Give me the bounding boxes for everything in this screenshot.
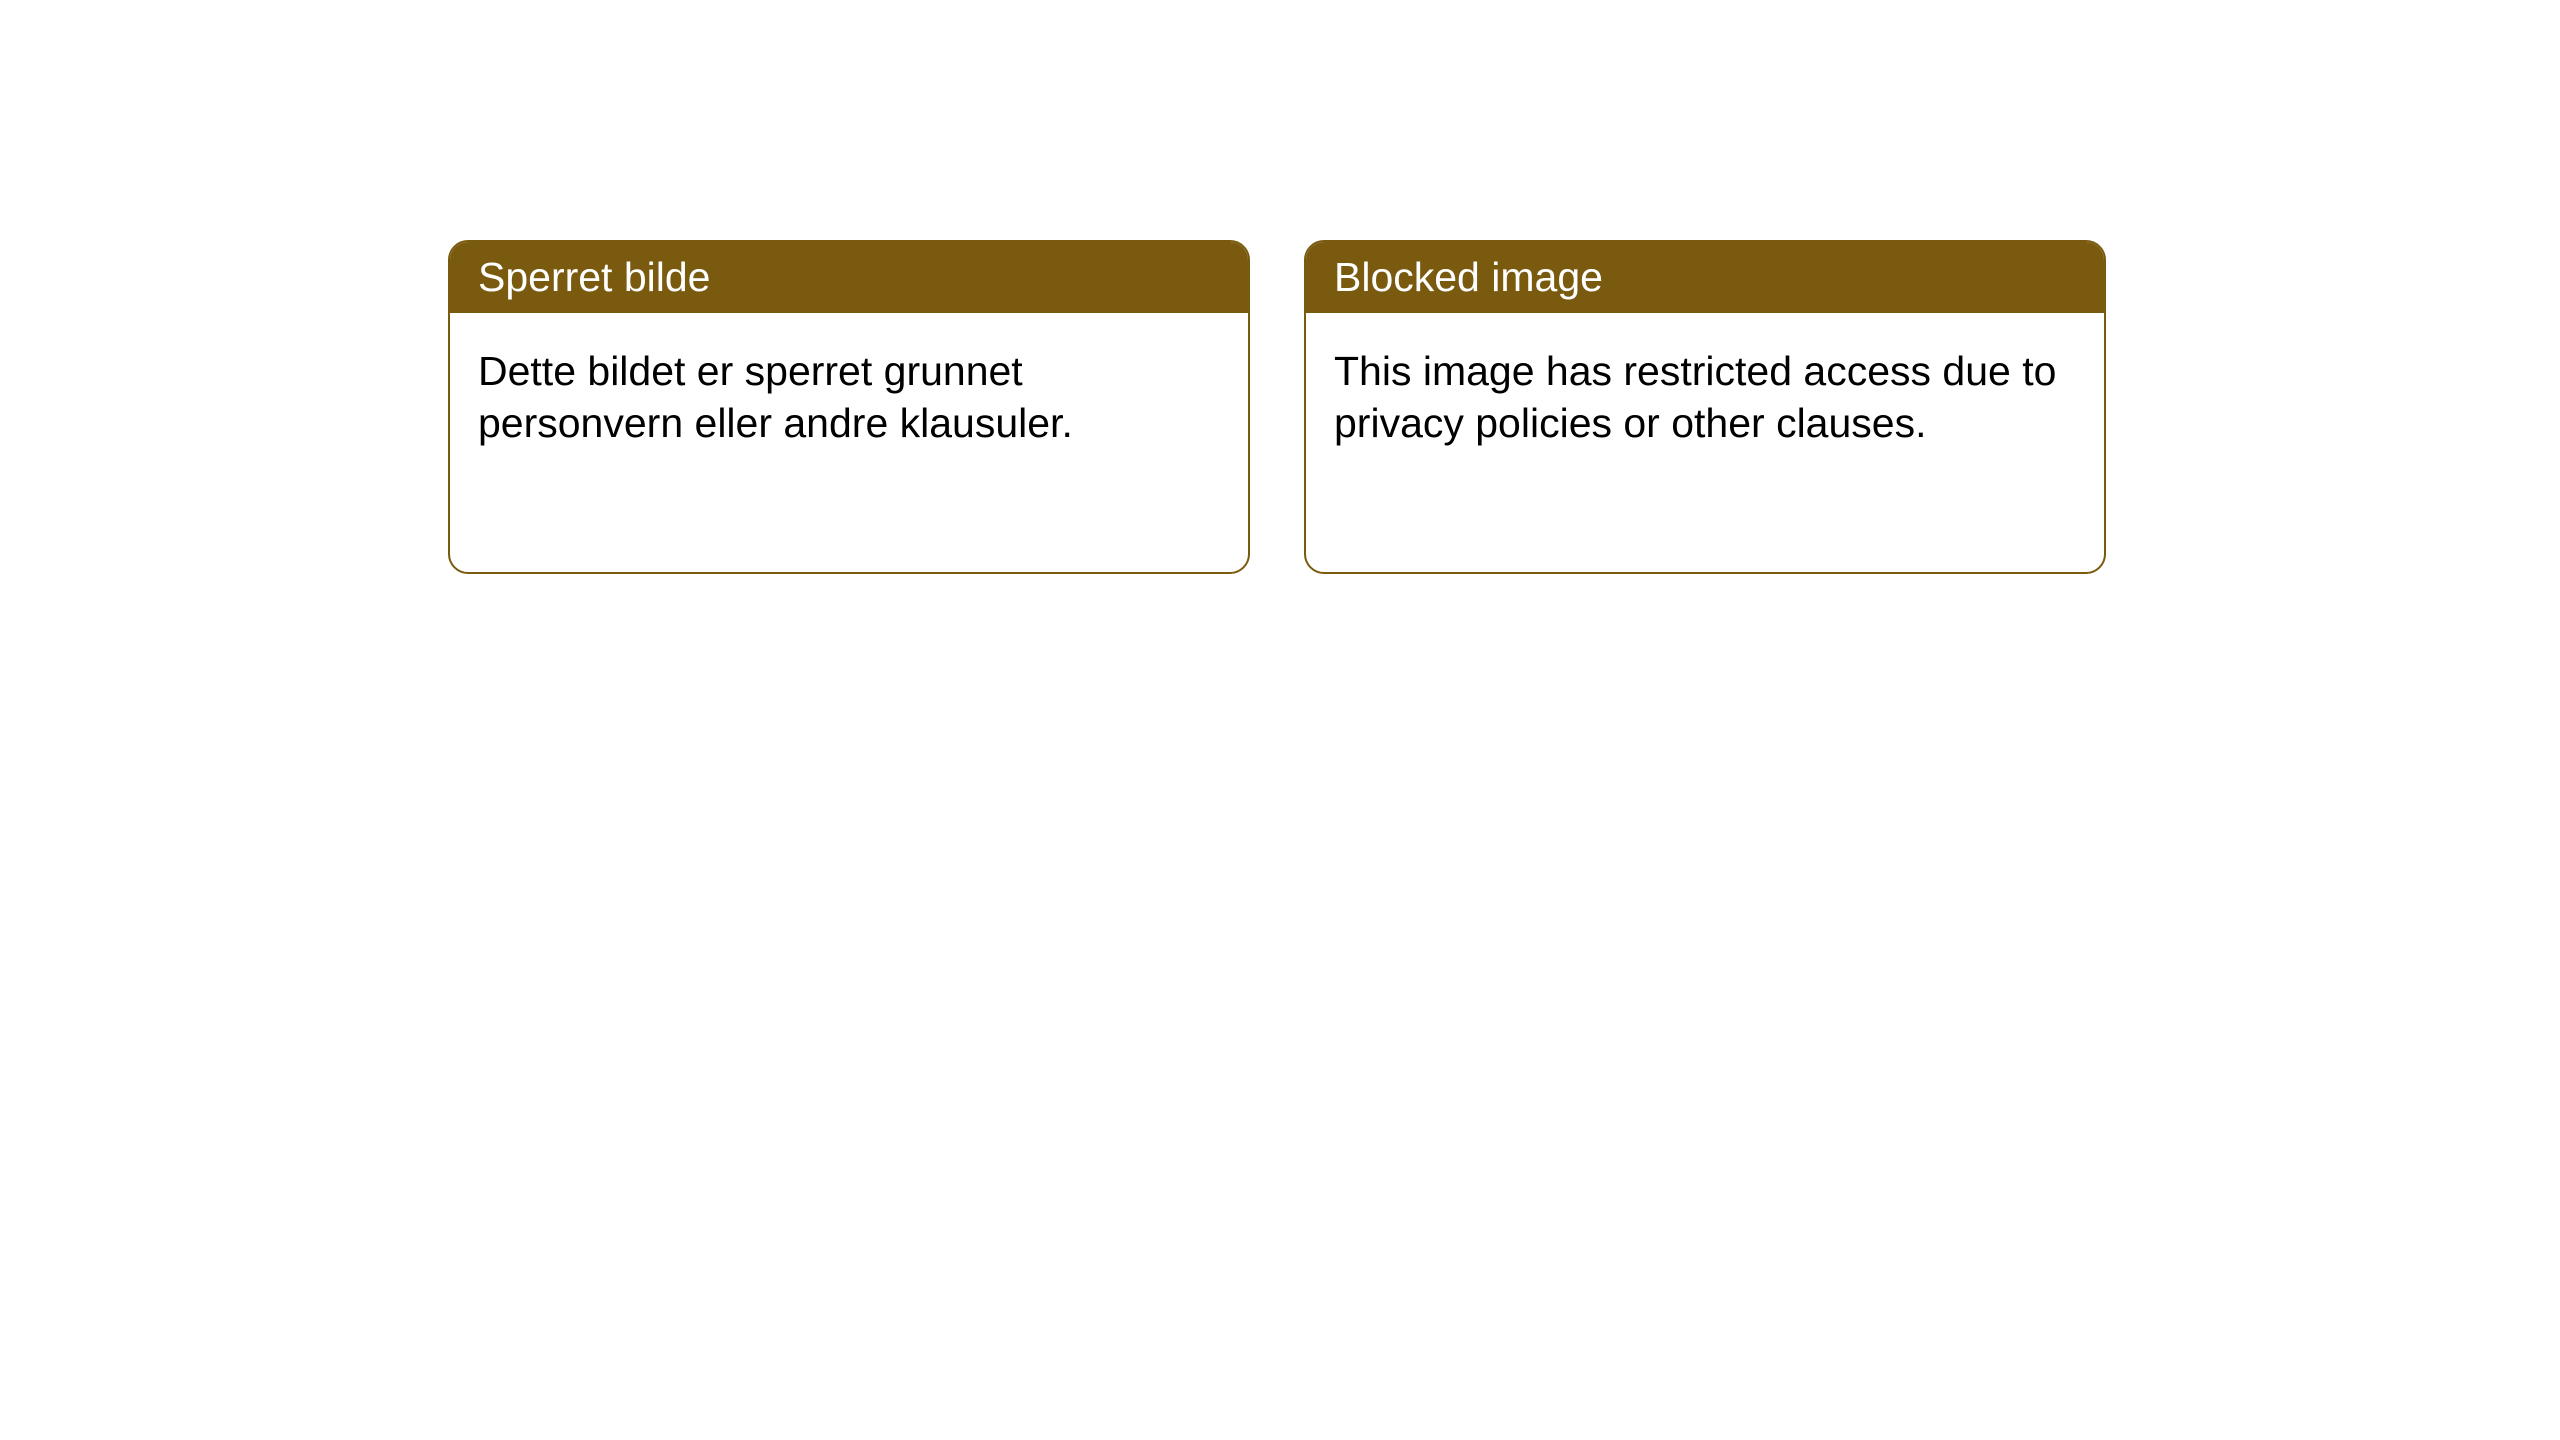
card-header-en: Blocked image xyxy=(1306,242,2104,313)
card-title-no: Sperret bilde xyxy=(478,254,710,300)
card-title-en: Blocked image xyxy=(1334,254,1603,300)
blocked-image-card-en: Blocked image This image has restricted … xyxy=(1304,240,2106,574)
card-body-no: Dette bildet er sperret grunnet personve… xyxy=(450,313,1248,482)
card-message-no: Dette bildet er sperret grunnet personve… xyxy=(478,348,1073,446)
card-message-en: This image has restricted access due to … xyxy=(1334,348,2056,446)
blocked-image-cards-container: Sperret bilde Dette bildet er sperret gr… xyxy=(448,240,2106,574)
card-header-no: Sperret bilde xyxy=(450,242,1248,313)
blocked-image-card-no: Sperret bilde Dette bildet er sperret gr… xyxy=(448,240,1250,574)
card-body-en: This image has restricted access due to … xyxy=(1306,313,2104,482)
